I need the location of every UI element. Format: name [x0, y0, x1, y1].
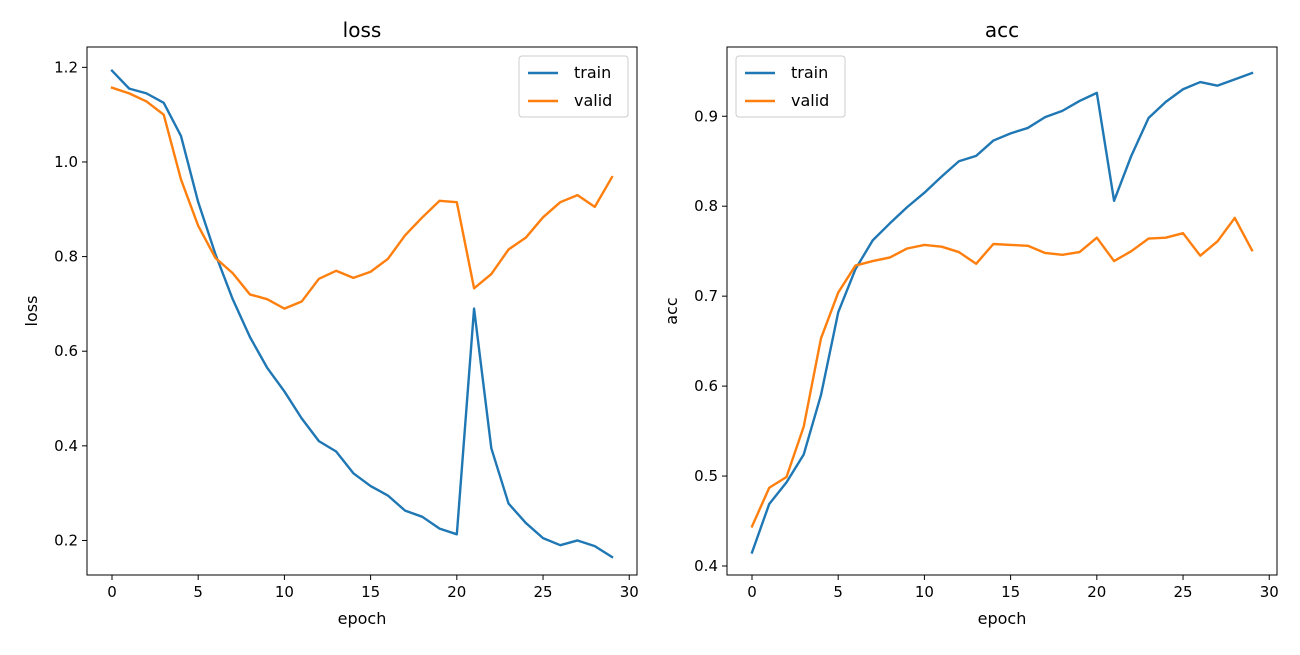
x-tick-label: 30 [1260, 583, 1279, 601]
x-tick-label: 5 [833, 583, 843, 601]
y-tick-label: 0.6 [694, 377, 718, 395]
x-tick-label: 15 [361, 583, 380, 601]
chart-1: 0 5 10 15 20 25 30 0.4 0.5 0.6 0.7 0.8 0.9 acc epoch ac… [662, 18, 1279, 628]
series-line-valid [750, 216, 1254, 529]
plot-frame [86, 46, 638, 576]
chart-title: acc [985, 18, 1019, 42]
legend-label-valid: valid [574, 91, 612, 110]
y-tick-label: 0.9 [694, 107, 718, 125]
plot-frame [726, 46, 1278, 576]
y-tick-label: 0.4 [694, 557, 718, 575]
y-axis-label: acc [662, 297, 681, 324]
x-tick-label: 0 [107, 583, 117, 601]
x-axis-label: epoch [978, 609, 1027, 628]
x-tick-label: 15 [1001, 583, 1020, 601]
x-axis-label: epoch [338, 609, 387, 628]
y-tick-label: 1.0 [54, 153, 78, 171]
y-tick-label: 0.6 [54, 342, 78, 360]
x-tick-label: 0 [747, 583, 757, 601]
y-tick-label: 0.7 [694, 287, 718, 305]
y-tick-label: 0.4 [54, 437, 78, 455]
legend: train valid [518, 55, 629, 118]
chart-title: loss [343, 18, 382, 42]
y-axis-label: loss [22, 296, 41, 327]
y-tick-label: 0.8 [694, 197, 718, 215]
series-line-valid [110, 86, 614, 310]
legend-label-train: train [574, 63, 611, 82]
x-tick-label: 5 [193, 583, 203, 601]
x-tick-label: 20 [447, 583, 466, 601]
series-line-train [110, 68, 614, 559]
x-tick-label: 10 [275, 583, 294, 601]
y-tick-label: 1.2 [54, 58, 78, 76]
x-tick-label: 30 [620, 583, 639, 601]
chart-0: 0 5 10 15 20 25 30 0.2 0.4 0.6 0.8 1.0 1.2 loss epoch l… [22, 18, 639, 628]
x-tick-label: 10 [915, 583, 934, 601]
y-tick-label: 0.5 [694, 467, 718, 485]
legend-label-valid: valid [791, 91, 829, 110]
y-tick-label: 0.8 [54, 248, 78, 266]
y-tick-label: 0.2 [54, 531, 78, 549]
legend-label-train: train [791, 63, 828, 82]
series-line-train [750, 71, 1254, 555]
x-tick-label: 25 [1173, 583, 1192, 601]
x-tick-label: 20 [1087, 583, 1106, 601]
legend: train valid [735, 55, 846, 118]
x-tick-label: 25 [533, 583, 552, 601]
